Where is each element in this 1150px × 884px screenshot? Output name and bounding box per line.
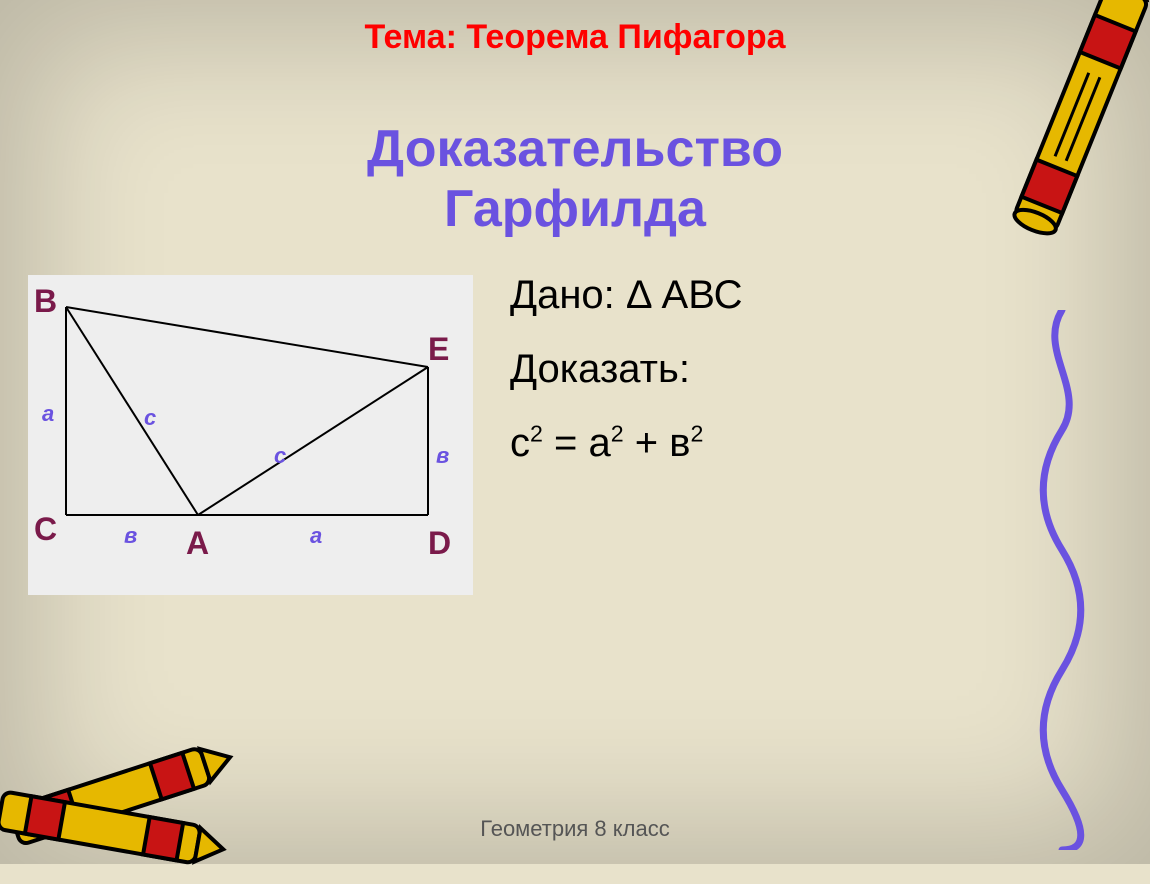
crayons-bottom-left-icon (0, 704, 250, 884)
edge-label: с (144, 405, 156, 431)
given-value: Δ АВС (626, 273, 743, 317)
squiggle-icon (1032, 310, 1092, 850)
vertex-label: С (34, 511, 57, 548)
formula: с2 = а2 + в2 (510, 406, 742, 480)
diagram-container: В С А D Еа с с в в а (28, 275, 473, 595)
prove-label: Доказать: (510, 332, 742, 406)
vertex-label: А (186, 525, 209, 562)
slide-title: Доказательство Гарфилда (0, 120, 1150, 240)
vertex-label: В (34, 283, 57, 320)
crayon-top-right-icon (980, 0, 1150, 290)
proof-block: Дано: Δ АВС Доказать: с2 = а2 + в2 (510, 258, 742, 480)
edge-label: а (42, 401, 54, 427)
vertex-label: Е (428, 331, 449, 368)
edge-label: в (124, 523, 137, 549)
given-row: Дано: Δ АВС (510, 258, 742, 332)
slide-topic: Тема: Теорема Пифагора (0, 18, 1150, 57)
edge-label: с (274, 443, 286, 469)
edge-label: а (310, 523, 322, 549)
title-line-1: Доказательство (367, 120, 783, 178)
garfield-diagram (28, 275, 473, 595)
edge-label: в (436, 443, 449, 469)
given-label: Дано: (510, 273, 615, 317)
title-line-2: Гарфилда (444, 180, 706, 238)
vertex-label: D (428, 525, 451, 562)
